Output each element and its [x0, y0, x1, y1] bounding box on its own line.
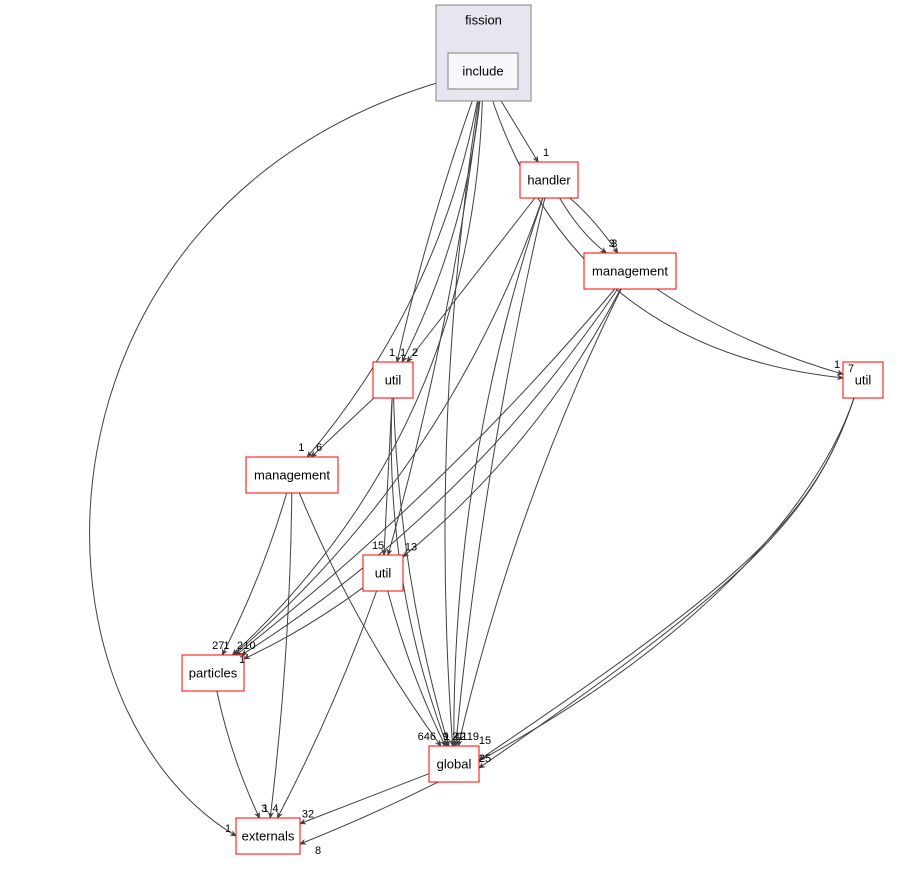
edge-util_right-global: [479, 398, 854, 768]
edge-label: 1: [400, 347, 406, 359]
node-label: management: [254, 467, 330, 482]
edge-label: 1: [834, 359, 840, 371]
edge-label: 13: [405, 542, 417, 554]
node-externals[interactable]: externals: [236, 818, 300, 854]
edge-util_top-util_mid: [384, 398, 392, 555]
edge-label: 1: [444, 731, 450, 743]
edge-label: 1: [298, 442, 304, 454]
node-handler[interactable]: handler: [520, 162, 578, 198]
node-particles[interactable]: particles: [182, 655, 244, 691]
edge-label: 27: [212, 640, 224, 652]
edge-label: 3: [611, 238, 617, 250]
edge-label: 2: [412, 347, 418, 359]
edge-label: 25: [479, 753, 491, 765]
edge-label: 1: [239, 654, 245, 666]
edge-handler-util_top: [407, 198, 535, 362]
edge-label: 32: [302, 809, 314, 821]
edge-management2-externals: [270, 493, 292, 818]
edge-management2-global: [299, 493, 440, 746]
edge-label: 119: [461, 731, 479, 743]
edge-label: 2: [452, 731, 458, 743]
node-label: externals: [242, 828, 295, 843]
edge-label: 1: [262, 803, 268, 815]
edge-label: 646: [418, 731, 436, 743]
node-label: particles: [189, 665, 238, 680]
edge-label: 2: [237, 640, 243, 652]
edge-util_right-global: [479, 398, 854, 760]
node-label: handler: [527, 172, 571, 187]
edge-management1-util_mid: [403, 289, 621, 557]
edge-include-util_mid: [388, 89, 481, 555]
edge-label: 15: [479, 735, 491, 747]
node-label: management: [592, 263, 668, 278]
container-label: fission: [465, 12, 502, 27]
edge-handler-global: [456, 198, 545, 746]
edge-label: 6: [316, 442, 322, 454]
edge-label: 1: [389, 347, 395, 359]
edge-management2-particles: [222, 493, 286, 655]
edge-util_right-externals: [300, 398, 854, 844]
node-util_mid[interactable]: util: [363, 555, 403, 591]
node-label: util: [385, 372, 402, 387]
edge-util_mid-externals: [277, 591, 376, 818]
node-management1[interactable]: management: [584, 253, 676, 289]
node-management2[interactable]: management: [246, 457, 338, 493]
edge-label: 10: [243, 640, 255, 652]
edge-label: 1: [225, 823, 231, 835]
edge-include-util_right: [489, 89, 843, 378]
node-label: util: [375, 565, 392, 580]
edge-label: 1: [543, 147, 549, 159]
node-include-label: include: [462, 63, 503, 78]
edge-label: 7: [848, 363, 854, 375]
edge-util_mid-particles: [244, 588, 363, 659]
node-label: global: [437, 756, 472, 771]
node-util_top[interactable]: util: [373, 362, 413, 398]
edge-management1-util_right: [657, 289, 843, 374]
edge-handler-management1: [560, 198, 607, 253]
edge-label: 8: [315, 845, 321, 857]
edge-global-externals: [300, 774, 429, 824]
edge-handler-global: [454, 198, 543, 746]
edge-include-util_top: [397, 89, 476, 362]
edge-label: 4: [272, 803, 278, 815]
edge-particles-externals: [217, 691, 260, 818]
edge-management1-global: [458, 289, 621, 746]
container-fission: fission include: [436, 5, 531, 101]
edge-label: 15: [372, 540, 384, 552]
node-label: util: [855, 372, 872, 387]
node-global[interactable]: global: [429, 746, 479, 782]
